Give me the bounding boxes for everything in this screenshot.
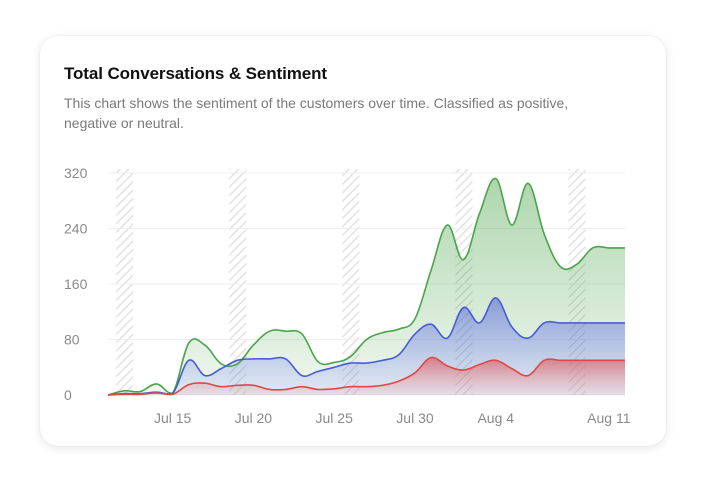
chart-card: Total Conversations & Sentiment This cha…: [40, 36, 666, 446]
weekend-band: [229, 169, 247, 395]
x-tick-label: Jul 20: [235, 410, 273, 426]
y-tick-label: 320: [64, 165, 88, 181]
sentiment-area-chart: 0 80 160 240 320 Jul 15 Jul 20 Jul 25 Jul 30 Aug…: [64, 165, 631, 426]
x-tick-label: Jul 15: [154, 410, 192, 426]
x-tick-label: Jul 30: [396, 410, 434, 426]
y-tick-label: 80: [64, 332, 80, 348]
chart-title: Total Conversations & Sentiment: [64, 64, 327, 83]
y-tick-label: 240: [64, 221, 88, 237]
weekend-band: [342, 169, 360, 395]
neutral-line: [107, 297, 625, 396]
chart-subtitle: This chart shows the sentiment of the cu…: [64, 95, 569, 131]
y-tick-label: 160: [64, 276, 88, 292]
x-tick-label: Jul 25: [316, 410, 354, 426]
x-tick-label: Aug 4: [477, 410, 514, 426]
x-tick-label: Aug 11: [587, 410, 631, 426]
weekend-band: [116, 169, 134, 395]
negative-line: [107, 356, 625, 396]
y-tick-label: 0: [64, 387, 72, 403]
total-line: [107, 177, 625, 396]
